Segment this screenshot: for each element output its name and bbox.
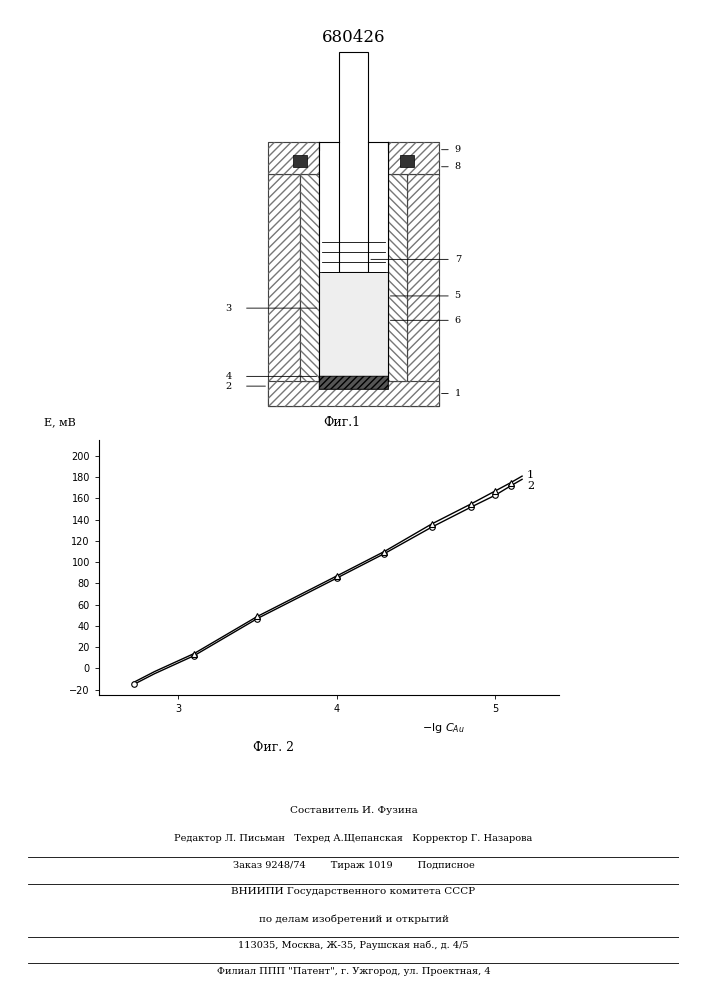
Polygon shape — [268, 142, 320, 174]
Text: Заказ 9248/74        Тираж 1019        Подписное: Заказ 9248/74 Тираж 1019 Подписное — [233, 861, 474, 870]
Text: 1: 1 — [455, 389, 461, 398]
Text: 2: 2 — [527, 481, 534, 491]
Polygon shape — [387, 174, 407, 381]
Text: 6: 6 — [455, 316, 461, 325]
Text: 4: 4 — [226, 372, 232, 381]
Text: 1: 1 — [527, 470, 534, 480]
Text: 9: 9 — [455, 145, 461, 154]
Text: Составитель И. Фузина: Составитель И. Фузина — [290, 806, 417, 815]
Text: E, мВ: E, мВ — [44, 417, 76, 427]
Polygon shape — [293, 155, 307, 167]
Text: ВНИИПИ Государственного комитета СССР: ВНИИПИ Государственного комитета СССР — [231, 887, 476, 896]
Polygon shape — [339, 52, 368, 272]
Text: 3: 3 — [226, 304, 232, 313]
Text: 2: 2 — [226, 382, 232, 391]
Polygon shape — [400, 155, 414, 167]
Text: 7: 7 — [455, 255, 461, 264]
Polygon shape — [268, 174, 300, 406]
Text: 8: 8 — [455, 162, 461, 171]
Text: Редактор Л. Письман   Техред А.Щепанская   Корректор Г. Назарова: Редактор Л. Письман Техред А.Щепанская К… — [175, 834, 532, 843]
Text: Филиал ППП "Патент", г. Ужгород, ул. Проектная, 4: Филиал ППП "Патент", г. Ужгород, ул. Про… — [216, 967, 491, 976]
Text: Фиг. 2: Фиг. 2 — [253, 741, 294, 754]
Text: Фиг.1: Фиг.1 — [323, 416, 360, 429]
Polygon shape — [300, 174, 320, 381]
Text: по делам изобретений и открытий: по делам изобретений и открытий — [259, 914, 448, 924]
Polygon shape — [407, 174, 439, 406]
Polygon shape — [320, 142, 387, 381]
Polygon shape — [320, 272, 387, 381]
Text: 113035, Москва, Ж-35, Раушская наб., д. 4/5: 113035, Москва, Ж-35, Раушская наб., д. … — [238, 941, 469, 950]
Polygon shape — [320, 376, 387, 389]
Text: 680426: 680426 — [322, 28, 385, 45]
Text: 5: 5 — [455, 291, 461, 300]
Polygon shape — [268, 381, 439, 406]
Polygon shape — [387, 142, 439, 174]
Text: $-\lg\,C_{Au}$: $-\lg\,C_{Au}$ — [422, 721, 465, 735]
